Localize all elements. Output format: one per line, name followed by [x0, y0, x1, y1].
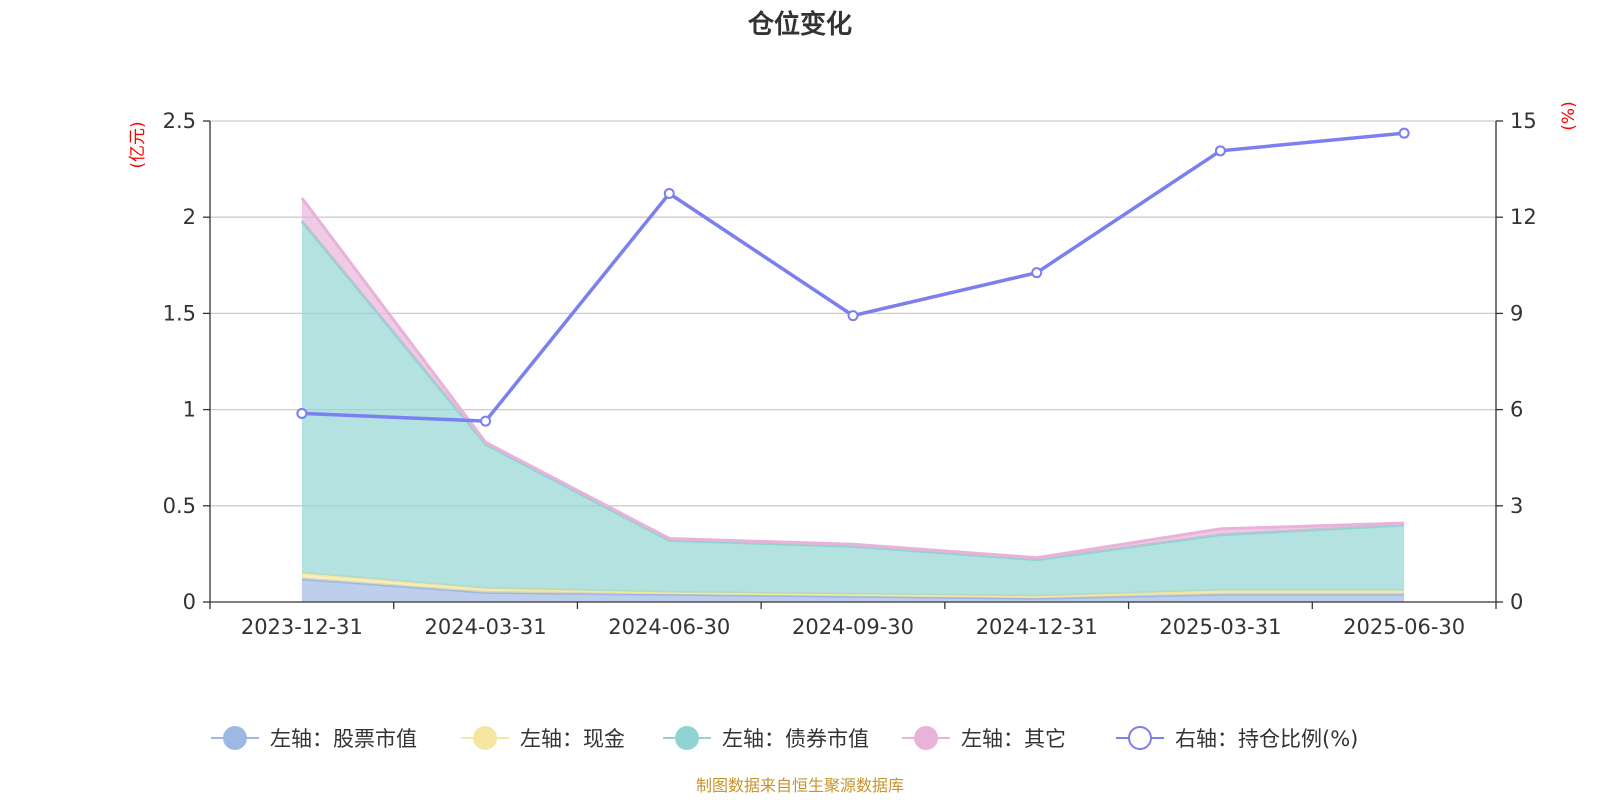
area-series — [301, 578, 1405, 602]
legend-item: 右轴：持仓比例(%) — [1116, 726, 1358, 751]
legend-item: 左轴：股票市值 — [211, 726, 417, 751]
legend-label: 左轴：债券市值 — [722, 727, 869, 751]
axes: 0 0.5 1 1.5 2 2.5 0 3 6 9 12 15 2023-12-31 2024-03-31… — [163, 109, 1537, 639]
legend-label: 左轴：其它 — [961, 727, 1066, 751]
ratio-line-point — [1398, 127, 1410, 139]
ratio-line-point — [296, 407, 308, 419]
left-axis-tick-label: 0 — [183, 590, 196, 614]
ratio-line-path — [301, 131, 1405, 423]
x-axis-tick-label: 2024-12-31 — [976, 615, 1098, 639]
legend-circle-marker — [1128, 726, 1152, 750]
legend-circle-marker — [223, 726, 247, 750]
legend-label: 左轴：现金 — [520, 727, 625, 751]
ratio-line-point — [1031, 267, 1043, 279]
left-axis-tick-label: 1.5 — [163, 301, 196, 325]
source-note: 制图数据来自恒生聚源数据库 — [696, 776, 904, 795]
legend-circle-marker — [473, 726, 497, 750]
x-axis-tick-label: 2023-12-31 — [241, 615, 363, 639]
right-axis-tick-label: 15 — [1510, 109, 1537, 133]
legend-label: 右轴：持仓比例(%) — [1175, 727, 1358, 751]
right-axis-tick-label: 3 — [1510, 494, 1523, 518]
left-axis-tick-label: 1 — [183, 398, 196, 422]
ratio-line-point — [480, 415, 492, 427]
left-axis-unit: (亿元) — [128, 121, 148, 168]
legend-item: 左轴：现金 — [461, 726, 625, 751]
ratio-line-point — [1214, 145, 1226, 157]
legend-circle-marker — [914, 726, 938, 750]
x-axis-tick-label: 2024-06-30 — [608, 615, 730, 639]
right-axis-unit: (%) — [1559, 101, 1579, 130]
area-series-edge — [300, 197, 1405, 560]
x-axis-tick-label: 2024-03-31 — [425, 615, 547, 639]
left-axis-tick-label: 2 — [183, 205, 196, 229]
area-series — [301, 221, 1405, 597]
right-axis-tick-label: 0 — [1510, 590, 1523, 614]
stacked-areas — [300, 197, 1405, 602]
left-axis-tick-label: 2.5 — [163, 109, 196, 133]
legend-item: 左轴：债券市值 — [663, 726, 869, 751]
x-axis-tick-label: 2025-06-30 — [1343, 615, 1465, 639]
legend: 左轴：股票市值 左轴：现金 左轴：债券市值 左轴：其它 右轴：持仓比例(%) — [211, 726, 1358, 751]
legend-circle-marker — [675, 726, 699, 750]
chart-title: 仓位变化 — [747, 9, 852, 40]
left-axis-tick-label: 0.5 — [163, 494, 196, 518]
legend-label: 左轴：股票市值 — [270, 727, 417, 751]
ratio-line — [296, 127, 1410, 427]
x-axis-tick-label: 2025-03-31 — [1159, 615, 1281, 639]
ratio-line-point — [847, 310, 859, 322]
x-axis-tick-label: 2024-09-30 — [792, 615, 914, 639]
legend-item: 左轴：其它 — [902, 726, 1066, 751]
right-axis-tick-label: 9 — [1510, 301, 1523, 325]
ratio-line-point — [663, 187, 675, 199]
right-axis-tick-label: 12 — [1510, 205, 1537, 229]
right-axis-tick-label: 6 — [1510, 398, 1523, 422]
